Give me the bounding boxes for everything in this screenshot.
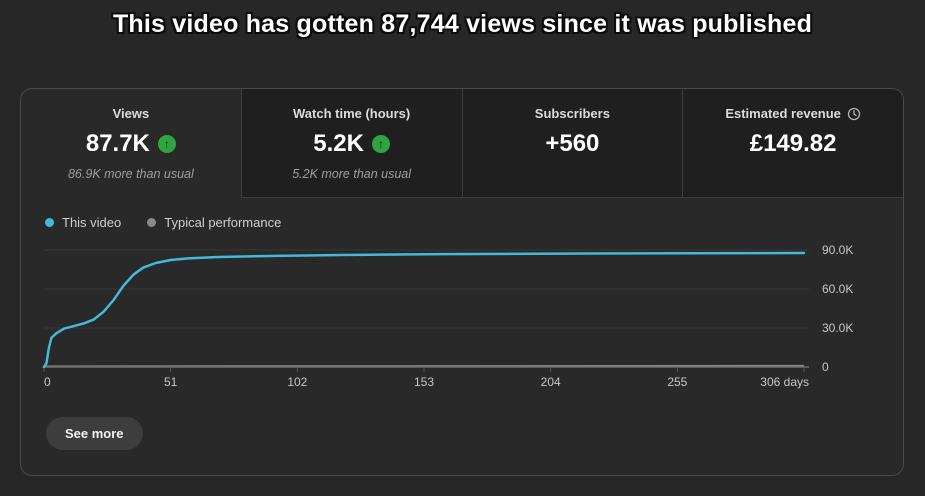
- svg-text:0: 0: [822, 360, 829, 374]
- svg-text:306 days: 306 days: [760, 375, 809, 389]
- svg-text:90.0K: 90.0K: [822, 243, 853, 257]
- tab-watch-time-value: 5.2K: [313, 130, 364, 157]
- views-line-chart: 0 51 102 153 204 255 306 days 0 30.0K 60.0K 90.0K: [42, 243, 853, 389]
- tab-subscribers-value-row: +560: [545, 130, 599, 158]
- chart-legend: This video Typical performance: [45, 215, 281, 230]
- svg-text:153: 153: [414, 375, 434, 389]
- legend-item-this-video[interactable]: This video: [45, 215, 121, 230]
- svg-text:0: 0: [44, 375, 51, 389]
- svg-text:102: 102: [287, 375, 307, 389]
- tab-estimated-revenue-value-row: £149.82: [750, 130, 837, 158]
- tab-views-value: 87.7K: [85, 130, 150, 157]
- page-title: This video has gotten 87,744 views since…: [112, 10, 813, 38]
- svg-text:60.0K: 60.0K: [822, 282, 853, 296]
- tab-watch-time-value-row: 5.2K ↑: [313, 130, 390, 158]
- tab-estimated-revenue-label: Estimated revenue: [725, 106, 861, 121]
- legend-item-typical-performance[interactable]: Typical performance: [147, 215, 281, 230]
- tab-views-subtitle: 86.9K more than usual: [67, 167, 194, 181]
- svg-text:51: 51: [164, 375, 178, 389]
- typical-performance-dot-icon: [147, 218, 157, 227]
- svg-text:204: 204: [541, 375, 561, 389]
- legend-typical-performance-label: Typical performance: [164, 215, 282, 230]
- tab-subscribers-label: Subscribers: [534, 106, 610, 121]
- metric-tabs: Views 87.7K ↑ 86.9K more than usual Watc…: [21, 89, 903, 198]
- tab-estimated-revenue-label-text: Estimated revenue: [725, 106, 841, 121]
- tab-watch-time[interactable]: Watch time (hours) 5.2K ↑ 5.2K more than…: [240, 89, 462, 198]
- trend-up-icon: ↑: [157, 135, 176, 153]
- tab-watch-time-label: Watch time (hours): [293, 106, 411, 121]
- tab-watch-time-subtitle: 5.2K more than usual: [292, 167, 412, 181]
- clock-icon: [847, 107, 861, 120]
- tab-views-label: Views: [112, 106, 150, 121]
- see-more-button[interactable]: See more: [46, 417, 143, 450]
- svg-text:255: 255: [667, 375, 687, 389]
- this-video-dot-icon: [45, 218, 54, 227]
- trend-up-icon: ↑: [371, 135, 390, 153]
- analytics-card: Views 87.7K ↑ 86.9K more than usual Watc…: [20, 88, 904, 476]
- tab-views[interactable]: Views 87.7K ↑ 86.9K more than usual: [21, 89, 241, 198]
- tab-estimated-revenue-value: £149.82: [749, 130, 837, 157]
- tab-views-value-row: 87.7K ↑: [86, 130, 176, 158]
- svg-text:30.0K: 30.0K: [822, 321, 853, 335]
- tab-subscribers[interactable]: Subscribers +560: [461, 89, 683, 198]
- tab-subscribers-value: +560: [545, 130, 600, 157]
- legend-this-video-label: This video: [62, 215, 122, 230]
- tab-estimated-revenue[interactable]: Estimated revenue £149.82: [682, 89, 903, 198]
